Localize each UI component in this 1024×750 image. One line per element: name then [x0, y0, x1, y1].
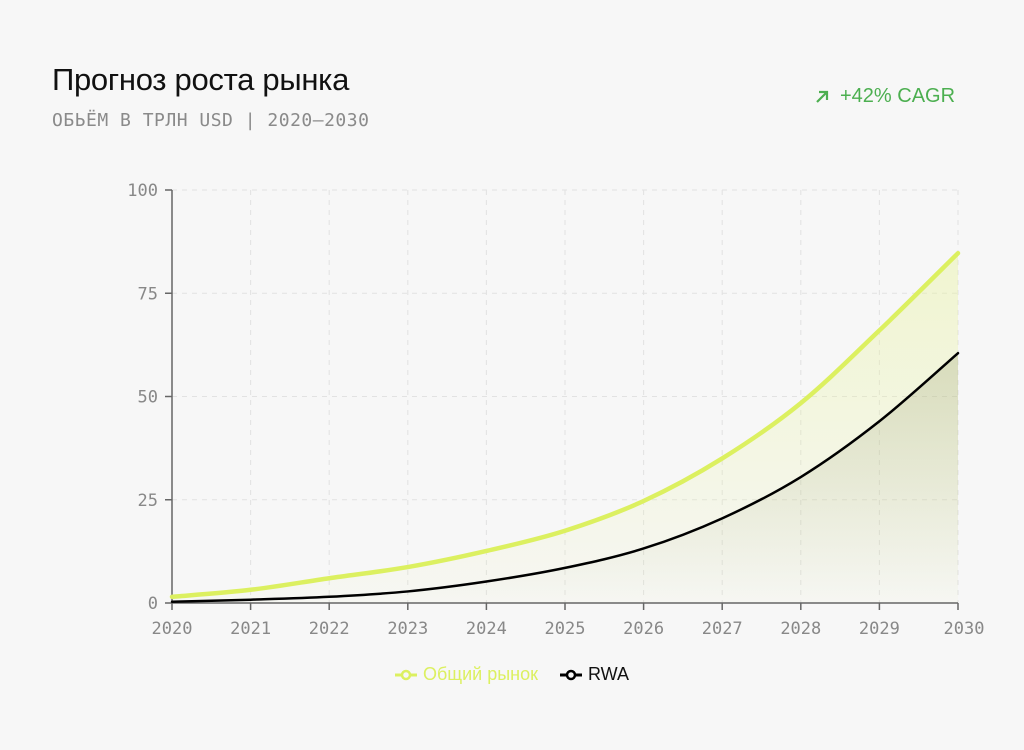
arrow-up-right-icon	[816, 90, 829, 103]
x-tick-label: 2029	[859, 619, 900, 639]
legend-marker-icon	[560, 669, 582, 680]
x-tick-label: 2022	[309, 619, 350, 639]
x-tick-label: 2025	[545, 619, 586, 639]
x-tick-label: 2030	[944, 619, 985, 639]
y-tick-label: 50	[138, 388, 158, 408]
page-title: Прогноз роста рынка	[52, 62, 350, 97]
line-rwa	[170, 351, 960, 604]
y-tick-label: 75	[138, 284, 158, 304]
x-tick-label: 2020	[152, 619, 193, 639]
y-tick-label: 100	[127, 181, 158, 201]
x-tick-label: 2028	[780, 619, 821, 639]
legend-item-rwa[interactable]: RWA	[560, 664, 629, 685]
y-tick-label: 25	[138, 491, 158, 511]
line-total-market	[169, 250, 961, 600]
x-tick-label: 2021	[230, 619, 271, 639]
cagr-value: +42% CAGR	[840, 85, 956, 107]
legend-label: Общий рынок	[422, 664, 538, 684]
page-subtitle: ОБЬЁМ В ТРЛН USD | 2020–2030	[52, 110, 370, 131]
area-rwa	[172, 353, 958, 603]
x-tick-label: 2024	[466, 619, 507, 639]
chart-legend: Общий рынок RWA	[0, 664, 1024, 685]
legend-marker-icon	[394, 669, 417, 680]
y-tick-label: 0	[148, 594, 158, 614]
cagr-badge: +42% CAGR	[812, 85, 955, 108]
x-tick-label: 2023	[387, 619, 428, 639]
x-tick-label: 2026	[623, 619, 664, 639]
legend-item-total-market[interactable]: Общий рынок	[394, 664, 538, 685]
x-tick-label: 2027	[702, 619, 743, 639]
legend-label: RWA	[588, 664, 630, 684]
